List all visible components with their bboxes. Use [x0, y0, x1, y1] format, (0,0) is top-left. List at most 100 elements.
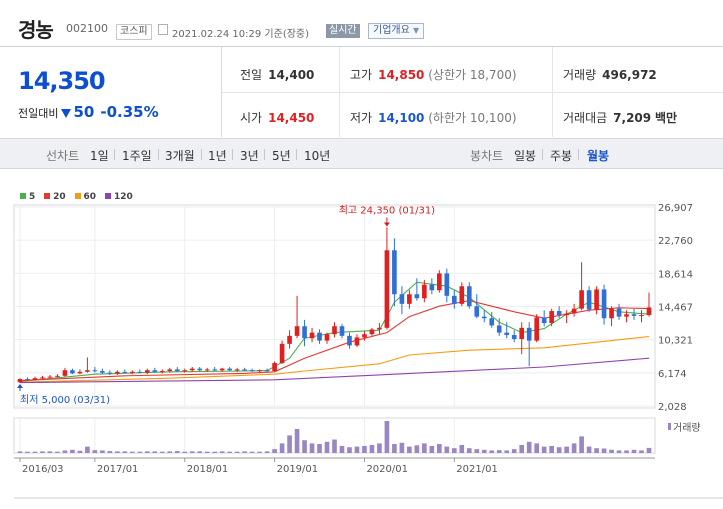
x-tick-label: 2017/01: [97, 464, 139, 475]
x-tick-label: 2021/01: [456, 464, 498, 475]
down-triangle-icon: [61, 109, 72, 118]
candle-body: [399, 294, 405, 304]
candle-body: [579, 290, 584, 309]
candle-body: [451, 295, 457, 304]
volume-bar: [631, 449, 637, 453]
volume-bar: [414, 445, 420, 453]
candle-body: [130, 371, 135, 373]
volume-bar: [219, 451, 225, 453]
candle-body: [212, 369, 218, 371]
candle-body: [549, 311, 554, 324]
volume-bar: [564, 446, 569, 453]
volume-bar: [204, 451, 210, 453]
candle-body: [571, 308, 577, 314]
candle-body: [287, 335, 292, 344]
tab-daily[interactable]: 일봉: [514, 149, 537, 163]
candle-body: [414, 294, 420, 299]
volume-bar: [137, 451, 143, 453]
candle-body: [534, 317, 539, 341]
chevron-down-icon: ▼: [413, 26, 420, 35]
tab-weekly[interactable]: 주봉: [550, 149, 573, 163]
candle-body: [422, 284, 427, 299]
divider: [542, 149, 543, 160]
x-tick-label: 2019/01: [277, 464, 319, 475]
min-arrow-icon: [17, 384, 23, 389]
candle-body: [646, 307, 652, 316]
candle-body: [152, 370, 158, 372]
stat-value: 7,209: [613, 111, 652, 125]
candle-body: [174, 369, 180, 372]
volume-bar: [556, 447, 562, 453]
candle-body: [257, 370, 262, 372]
tab-5y[interactable]: 5년: [272, 149, 291, 163]
candle-body: [616, 308, 622, 317]
tab-1y[interactable]: 1년: [208, 149, 227, 163]
volume-bar: [392, 444, 397, 453]
tab-10y[interactable]: 10년: [304, 149, 331, 163]
realtime-badge[interactable]: 실시간: [326, 24, 360, 38]
volume-bar: [347, 447, 352, 453]
candle-body: [317, 332, 322, 341]
candle-body: [189, 368, 195, 371]
tab-monthly[interactable]: 월봉: [587, 149, 610, 163]
candle-body: [429, 284, 435, 291]
volume-bar: [17, 451, 23, 453]
ma5-line: [19, 281, 650, 382]
candle-body: [459, 286, 465, 304]
volume-bar: [422, 443, 427, 453]
volume-bar: [40, 451, 45, 453]
volume-bar: [511, 449, 517, 453]
tab-1w[interactable]: 1주일: [122, 149, 152, 163]
volume-bar: [601, 448, 607, 453]
legend-swatch: [20, 193, 26, 199]
candle-body: [564, 313, 569, 316]
stat-label: 시가: [240, 111, 263, 125]
candle-body: [115, 371, 120, 374]
candle-body: [347, 335, 352, 346]
quote-datetime: 2021.02.24 10:29 기준(장중): [172, 29, 310, 40]
tab-3y[interactable]: 3년: [240, 149, 259, 163]
volume-bar: [586, 446, 592, 453]
candle-body: [85, 370, 90, 372]
tab-3m[interactable]: 3개월: [165, 149, 195, 163]
divider: [578, 149, 579, 160]
volume-bar: [70, 449, 75, 453]
candle-body: [137, 371, 143, 373]
volume-bar: [55, 451, 60, 453]
candle-body: [466, 286, 472, 307]
volume-bar: [526, 441, 532, 453]
stat-unit: 백만: [654, 111, 678, 125]
overview-label: 기업개요: [373, 25, 410, 36]
price-change: 전일대비 50 -0.35%: [18, 103, 159, 121]
candle-body: [489, 318, 495, 326]
candle-body: [159, 371, 165, 373]
candle-body: [100, 371, 105, 373]
volume-bar: [496, 450, 502, 453]
candle-body: [444, 273, 450, 296]
candle-body: [77, 371, 83, 374]
candle-body: [541, 317, 547, 324]
divider: [264, 149, 265, 160]
volume-bar: [354, 446, 360, 453]
candle-body: [504, 332, 510, 336]
stat-low: 저가 14,100 (하한가 10,100): [350, 109, 517, 126]
tab-1d[interactable]: 1일: [90, 149, 109, 163]
stat-label: 거래량: [563, 68, 597, 82]
volume-bar: [481, 449, 487, 453]
stat-open: 시가 14,450: [240, 109, 314, 126]
candle-body: [354, 337, 360, 346]
candle-body: [122, 371, 128, 373]
volume-bar: [62, 450, 68, 453]
volume-bar: [616, 450, 622, 453]
volume-bar: [451, 448, 457, 453]
candle-body: [481, 316, 487, 319]
line-chart-label: 선차트: [46, 149, 80, 163]
candle-body: [384, 250, 390, 328]
company-overview-dropdown[interactable]: 기업개요 ▼: [368, 23, 425, 39]
stat-high: 고가 14,850 (상한가 18,700): [350, 66, 517, 83]
ma-legend: 5 20 60 120: [20, 192, 139, 202]
volume-bar: [212, 451, 218, 453]
stat-value: 14,100: [378, 111, 425, 125]
candle-body: [272, 363, 277, 372]
